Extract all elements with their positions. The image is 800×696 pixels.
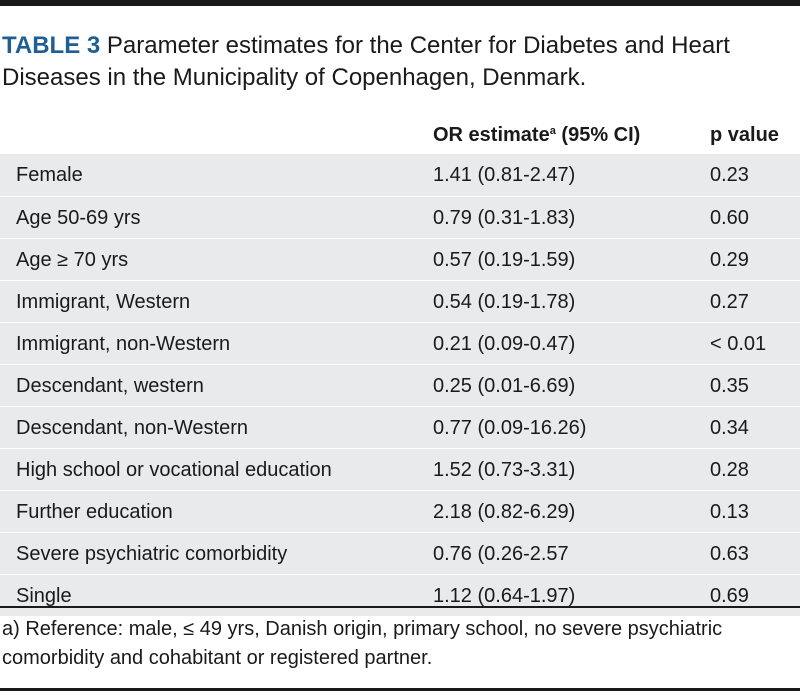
cell-p: < 0.01	[710, 333, 767, 355]
table-header: OR estimatea (95% CI) p value	[0, 118, 800, 154]
cell-variable: High school or vocational education	[16, 459, 332, 481]
table-row: Female 1.41 (0.81-2.47) 0.23	[0, 154, 800, 196]
cell-or: 0.77 (0.09-16.26)	[433, 417, 587, 439]
table-row: Descendant, western 0.25 (0.01-6.69) 0.3…	[0, 364, 800, 406]
cell-p: 0.23	[710, 164, 749, 186]
cell-or: 0.76 (0.26-2.57	[433, 543, 569, 565]
cell-p: 0.69	[710, 585, 749, 607]
cell-variable: Single	[16, 585, 72, 607]
cell-p: 0.29	[710, 249, 749, 271]
cell-variable: Further education	[16, 501, 173, 523]
table-row: Severe psychiatric comorbidity 0.76 (0.2…	[0, 532, 800, 574]
cell-or: 1.41 (0.81-2.47)	[433, 164, 576, 186]
cell-or: 0.25 (0.01-6.69)	[433, 375, 576, 397]
cell-p: 0.28	[710, 459, 749, 481]
cell-p: 0.63	[710, 543, 749, 565]
table-row: Age 50-69 yrs 0.79 (0.31-1.83) 0.60	[0, 196, 800, 238]
cell-or: 0.57 (0.19-1.59)	[433, 249, 576, 271]
cell-or: 0.79 (0.31-1.83)	[433, 207, 576, 229]
table-row: Immigrant, Western 0.54 (0.19-1.78) 0.27	[0, 280, 800, 322]
header-p-value: p value	[710, 124, 779, 146]
cell-variable: Descendant, western	[16, 375, 204, 397]
table-row: Descendant, non-Western 0.77 (0.09-16.26…	[0, 406, 800, 448]
cell-variable: Severe psychiatric comorbidity	[16, 543, 288, 565]
cell-p: 0.13	[710, 501, 749, 523]
top-rule	[0, 0, 800, 6]
table-title: Parameter estimates for the Center for D…	[2, 32, 730, 91]
cell-variable: Age 50-69 yrs	[16, 207, 141, 229]
table-row: Age ≥ 70 yrs 0.57 (0.19-1.59) 0.29	[0, 238, 800, 280]
table-body: Female 1.41 (0.81-2.47) 0.23 Age 50-69 y…	[0, 154, 800, 616]
cell-variable: Descendant, non-Western	[16, 417, 248, 439]
bottom-rule	[0, 688, 800, 691]
cell-p: 0.27	[710, 291, 749, 313]
table-row: Immigrant, non-Western 0.21 (0.09-0.47) …	[0, 322, 800, 364]
cell-variable: Female	[16, 164, 83, 186]
header-or-ci: (95% CI)	[561, 124, 641, 146]
footnote-divider	[0, 606, 800, 608]
table-footnote: a) Reference: male, ≤ 49 yrs, Danish ori…	[2, 618, 723, 669]
cell-or: 2.18 (0.82-6.29)	[433, 501, 576, 523]
cell-variable: Immigrant, non-Western	[16, 333, 231, 355]
table-row: Further education 2.18 (0.82-6.29) 0.13	[0, 490, 800, 532]
cell-or: 0.54 (0.19-1.78)	[433, 291, 576, 313]
cell-p: 0.35	[710, 375, 749, 397]
cell-p: 0.60	[710, 207, 749, 229]
cell-or: 1.52 (0.73-3.31)	[433, 459, 576, 481]
table-row: Single 1.12 (0.64-1.97) 0.69	[0, 574, 800, 616]
table-label: TABLE 3	[2, 32, 101, 59]
table-row: High school or vocational education 1.52…	[0, 448, 800, 490]
cell-p: 0.34	[710, 417, 749, 439]
cell-variable: Age ≥ 70 yrs	[16, 249, 129, 271]
cell-or: 1.12 (0.64-1.97)	[433, 585, 576, 607]
header-or-estimate: OR estimatea (95% CI)	[433, 124, 640, 147]
table-caption: TABLE 3 Parameter estimates for the Cent…	[2, 30, 792, 94]
header-or-label: OR estimate	[433, 124, 550, 146]
cell-or: 0.21 (0.09-0.47)	[433, 333, 576, 355]
header-or-footnote-mark: a	[549, 125, 556, 137]
cell-variable: Immigrant, Western	[16, 291, 191, 313]
